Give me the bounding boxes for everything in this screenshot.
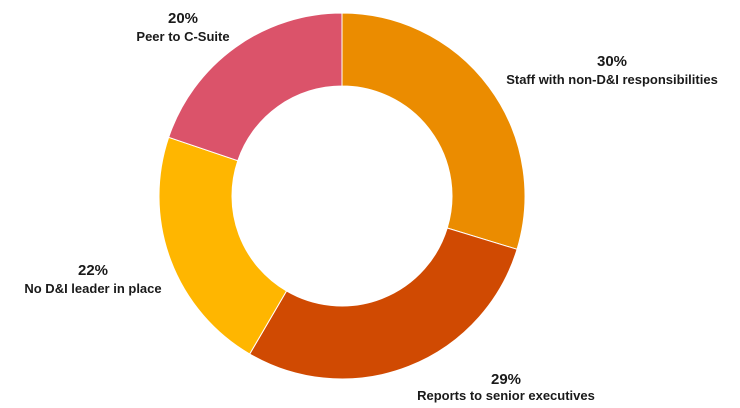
category-label-reports: Reports to senior executives (417, 388, 595, 403)
slice-staff (341, 12, 526, 250)
slice-peer (168, 12, 343, 162)
value-label-no-leader: 22% (78, 262, 108, 279)
donut-slices (158, 12, 526, 380)
value-label-reports: 29% (491, 371, 521, 388)
label-group-staff: 30% Staff with non-D&I responsibilities (506, 53, 718, 87)
slice-no-leader (158, 136, 288, 355)
value-label-staff: 30% (597, 53, 627, 70)
label-group-reports: 29% Reports to senior executives (417, 371, 595, 403)
label-group-peer: 20% Peer to C-Suite (136, 10, 229, 44)
category-label-no-leader: No D&I leader in place (24, 281, 161, 296)
category-label-staff: Staff with non-D&I responsibilities (506, 72, 718, 87)
value-label-peer: 20% (168, 10, 198, 27)
category-label-peer: Peer to C-Suite (136, 29, 229, 44)
label-group-no-leader: 22% No D&I leader in place (24, 262, 161, 296)
slice-reports (248, 227, 518, 380)
